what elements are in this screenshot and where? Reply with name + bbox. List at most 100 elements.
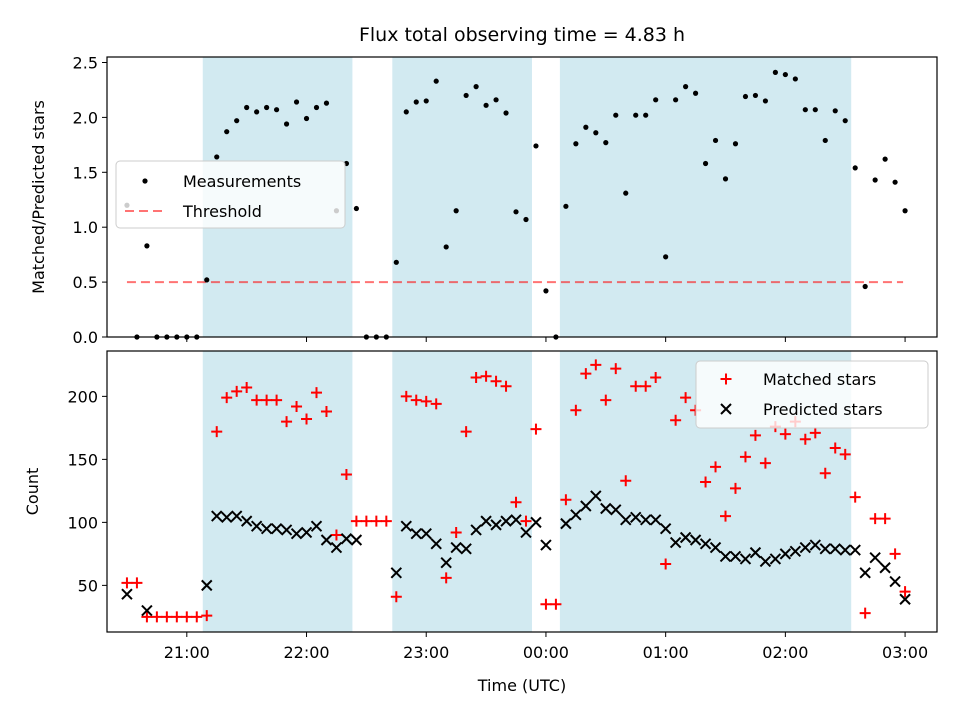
matched-star-point [181,611,193,623]
matched-star-point [809,427,821,439]
measurement-point [473,84,479,90]
matched-star-point [540,598,552,610]
matched-star-point [141,611,153,623]
predicted-star-point [610,504,622,516]
predicted-star-point [620,514,632,526]
matched-star-point [360,515,372,527]
predicted-star-point [839,544,851,556]
bottom-panel: 50 100 150 200 21:00 22:00 23:00 00:00 01:00 02:0… [23,350,938,695]
predicted-star-point [270,522,283,535]
measurement-point [453,208,459,214]
measurement-point [722,176,729,182]
measurement-point [852,165,858,171]
predicted-star-point [769,553,782,565]
predicted-star-point [340,533,353,545]
measurement-point [493,97,499,103]
measurement-point [862,283,868,290]
measurement-point [533,143,539,149]
matched-star-point [490,375,502,387]
measurement-point [303,115,310,122]
predicted-star-point [450,541,462,554]
predicted-star-point [560,517,572,530]
predicted-star-point [430,538,442,550]
measurement-point [254,109,260,115]
matched-star-point [420,395,432,407]
x-axis-label: Time (UTC) [477,676,566,695]
predicted-star-point [729,550,742,563]
matched-star-point [720,510,732,522]
y-tick-label: 2.5 [73,53,98,72]
plot-frame [106,56,938,338]
x-tick-label: 00:00 [523,643,569,662]
predicted-star-point [121,588,133,600]
measurement-point [264,104,270,111]
measurement-point [393,259,399,265]
legend-top: Measurements Threshold [115,160,346,229]
legend-matched-label: Matched stars [763,370,876,389]
predicted-star-point [350,534,363,546]
measurement-point [204,277,210,283]
predicted-star-point [260,522,273,535]
measurement-point [483,102,489,108]
measurement-point [673,97,679,103]
y-tick-label: 0.0 [73,328,98,347]
matched-star-point [410,394,422,406]
measurement-point [283,121,290,127]
predicted-star-point [440,556,452,569]
matched-star-point [480,370,492,382]
predicted-star-point [859,567,871,579]
matched-star-point [291,400,303,412]
measurement-point [822,137,828,144]
predicted-star-point [240,515,253,527]
measurement-point [433,78,439,84]
matched-star-point [869,513,881,525]
matched-star-point [470,371,482,383]
measurement-point [802,107,808,113]
predicted-star-point [819,543,831,555]
measurement-point [523,216,529,223]
x-tick-label: 03:00 [882,643,928,662]
predicted-star-point [310,520,323,532]
matched-star-point [640,380,652,392]
matched-star-point [889,548,901,560]
matched-star-point [580,368,592,380]
predicted-star-point [879,562,891,574]
predicted-star-point [749,546,762,559]
predicted-star-point [540,539,552,551]
predicted-star-point [480,515,492,527]
top-panel: 0.0 0.5 1.0 1.5 2.0 2.5 Matched/Predicted star… [29,53,938,347]
matched-star-point [759,457,771,469]
x-tick-label: 22:00 [283,643,329,662]
predicted-star-point [201,579,213,592]
predicted-star-point [250,520,263,532]
matched-star-point [251,394,263,406]
plot-frame [106,350,938,633]
matched-star-point [430,398,442,410]
predicted-star-point [600,502,612,515]
matched-star-point [620,475,632,487]
predicted-star-point [230,510,243,522]
predicted-star-point [709,541,722,554]
matched-star-point [271,394,283,406]
matched-star-point [720,373,732,385]
legend-measurement-marker [142,178,148,184]
measurement-point [293,99,300,105]
predicted-star-point [849,544,861,556]
matched-star-point [550,598,562,610]
matched-star-point [231,385,243,397]
measurement-point [593,130,599,136]
matched-star-point [700,476,712,488]
matched-star-point [779,428,791,440]
measurement-point [902,208,908,214]
measurement-point [633,112,639,118]
x-tick-label: 01:00 [643,643,689,662]
predicted-star-point [530,516,542,529]
matched-star-point [680,392,692,404]
predicted-star-point [141,604,153,617]
predicted-star-point [789,545,802,558]
observing-window [392,57,532,337]
measurement-point [712,137,719,144]
predicted-star-point [779,548,792,560]
predicted-star-point [221,511,233,524]
